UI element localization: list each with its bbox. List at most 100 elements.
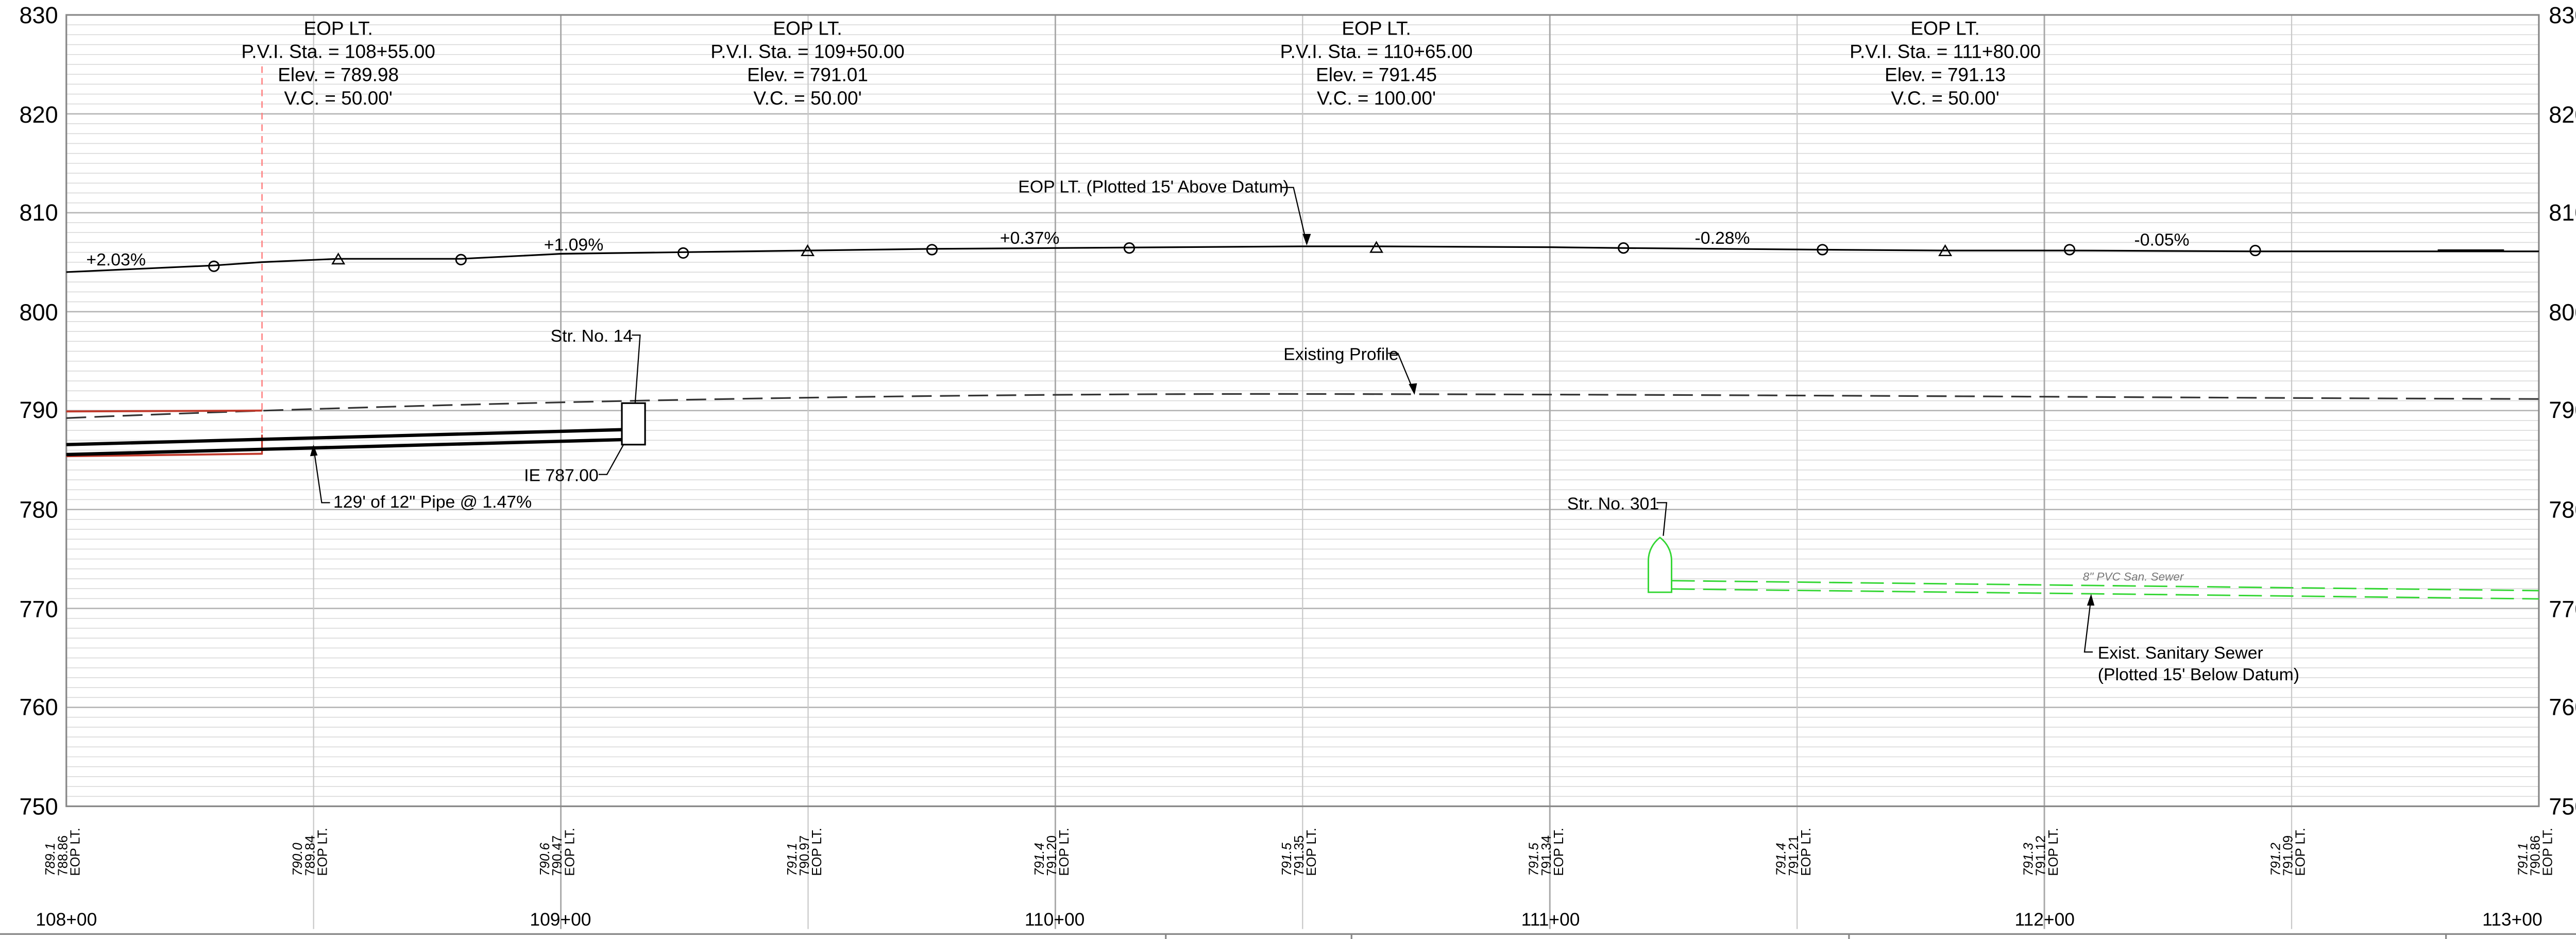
existing-profile-line [66,393,2539,419]
pvi-title: EOP LT. [1910,18,1979,39]
x-axis: 108+00 109+00 110+00 111+00 112+00 113+0… [36,909,2542,930]
pvc-marker [1817,244,1828,256]
proposed-elevation: 791.12 [2034,835,2048,876]
profile-name: EOP LT. [1057,828,1072,876]
vc-markers [208,242,2261,272]
pvi-station: P.V.I. Sta. = 109+50.00 [710,41,904,62]
existing-pipe-red [66,409,262,413]
pvi-vertical-curve: V.C. = 50.00' [284,87,392,109]
leader-arrow [310,444,318,457]
existing-elevation: 791.1 [785,843,800,876]
y-tick: 790 [2549,397,2576,423]
proposed-elevation: 791.20 [1045,835,1059,876]
existing-leader [1388,353,1415,394]
y-tick: 820 [19,102,58,128]
pvc-marker [677,247,689,259]
y-tick: 820 [2549,102,2576,128]
y-tick: 780 [2549,496,2576,523]
grade-labels: +2.03% +1.09% +0.37% -0.28% -0.05% [86,228,2189,270]
profile-name: EOP LT. [315,828,330,876]
y-tick: 830 [2549,2,2576,28]
existing-elevation: 791.4 [1774,843,1789,876]
pvi-station: P.V.I. Sta. = 108+55.00 [241,41,435,62]
pvi-title: EOP LT. [773,18,842,39]
pvi-title: EOP LT. [1342,18,1411,39]
pvi-triangle [801,244,815,257]
str-301-leader [1656,502,1668,536]
sewer-callout-line-2: (Plotted 15' Below Datum) [2098,665,2299,684]
str-14-callout: Str. No. 14 [551,326,633,346]
pvi-elevation: Elev. = 791.01 [747,64,868,86]
pvc-marker [208,260,220,272]
existing-elevation: 791.5 [1527,843,1541,876]
y-tick: 770 [2549,596,2576,622]
existing-elevation: 790.6 [538,843,552,876]
proposed-elevation: 791.09 [2281,835,2296,876]
pipe-bottom [66,438,622,457]
end-marker [2249,244,2261,257]
pvi-block-1: EOP LT. P.V.I. Sta. = 108+55.00 Elev. = … [241,18,435,109]
proposed-elevation: 791.34 [1539,835,1554,876]
grade-label: -0.28% [1695,228,1750,248]
y-tick: 790 [19,397,58,423]
station-tick: 112+00 [2014,909,2074,930]
pvi-triangle [1938,244,1953,257]
profile-name: EOP LT. [69,828,83,876]
sanitary-sewer-top [1671,580,2539,592]
pvc-marker [1123,242,1136,254]
pvt-marker [926,244,938,256]
profile-name: EOP LT. [1552,828,1566,876]
leader-arrow [2087,594,2095,606]
proposed-elevation: 791.21 [1787,835,1801,876]
sewer-leader [2083,597,2093,653]
existing-elevation: 791.2 [2268,843,2283,876]
pvi-block-3: EOP LT. P.V.I. Sta. = 110+65.00 Elev. = … [1280,18,1473,109]
station-tick: 108+00 [36,909,97,930]
pvi-station: P.V.I. Sta. = 110+65.00 [1280,41,1473,62]
station-tick: 111+00 [1521,909,1580,930]
y-tick: 830 [19,2,58,28]
pipe-leader [313,446,330,504]
grade-label: +0.37% [1000,228,1060,248]
existing-elevation: 791.3 [2022,843,2036,876]
grade-label: +2.03% [86,250,146,270]
str-14-leader [632,334,641,404]
existing-elevation: 791.5 [1280,843,1294,876]
y-tick: 760 [19,694,58,720]
pvi-block-2: EOP LT. P.V.I. Sta. = 109+50.00 Elev. = … [710,18,904,109]
eop-callout: EOP LT. (Plotted 15' Above Datum) [1018,177,1289,196]
y-tick: 780 [19,496,58,523]
sanitary-sewer-bottom [1671,588,2539,600]
y-tick: 800 [2549,299,2576,325]
y-tick: 750 [2549,794,2576,820]
pvi-elevation: Elev. = 791.45 [1316,64,1437,86]
sewer-callout-line-1: Exist. Sanitary Sewer [2098,643,2263,663]
eop-leader [1282,187,1308,244]
y-tick: 760 [2549,694,2576,720]
y-axis-left: 830 820 810 800 790 780 770 760 750 [19,2,58,820]
eop-profile-line [66,245,2539,273]
profile-name: EOP LT. [2294,828,2308,876]
existing-callout: Existing Profile [1283,345,1398,364]
leader-arrow [1302,233,1311,246]
station-tick: 110+00 [1025,909,1084,930]
sewer-tag: 8" PVC San. Sewer [2083,571,2184,583]
pvi-markers [331,241,1953,265]
station-tick: 113+00 [2482,909,2542,930]
profile-name: EOP LT. [2541,828,2555,876]
proposed-elevation: 789.84 [303,835,317,876]
profile-name: EOP LT. [810,828,824,876]
major-grid [66,14,2539,929]
ie-callout: IE 787.00 [524,466,599,485]
proposed-elevation: 790.97 [798,835,812,876]
str-301-structure [1647,536,1672,593]
grade-label: -0.05% [2134,230,2190,249]
